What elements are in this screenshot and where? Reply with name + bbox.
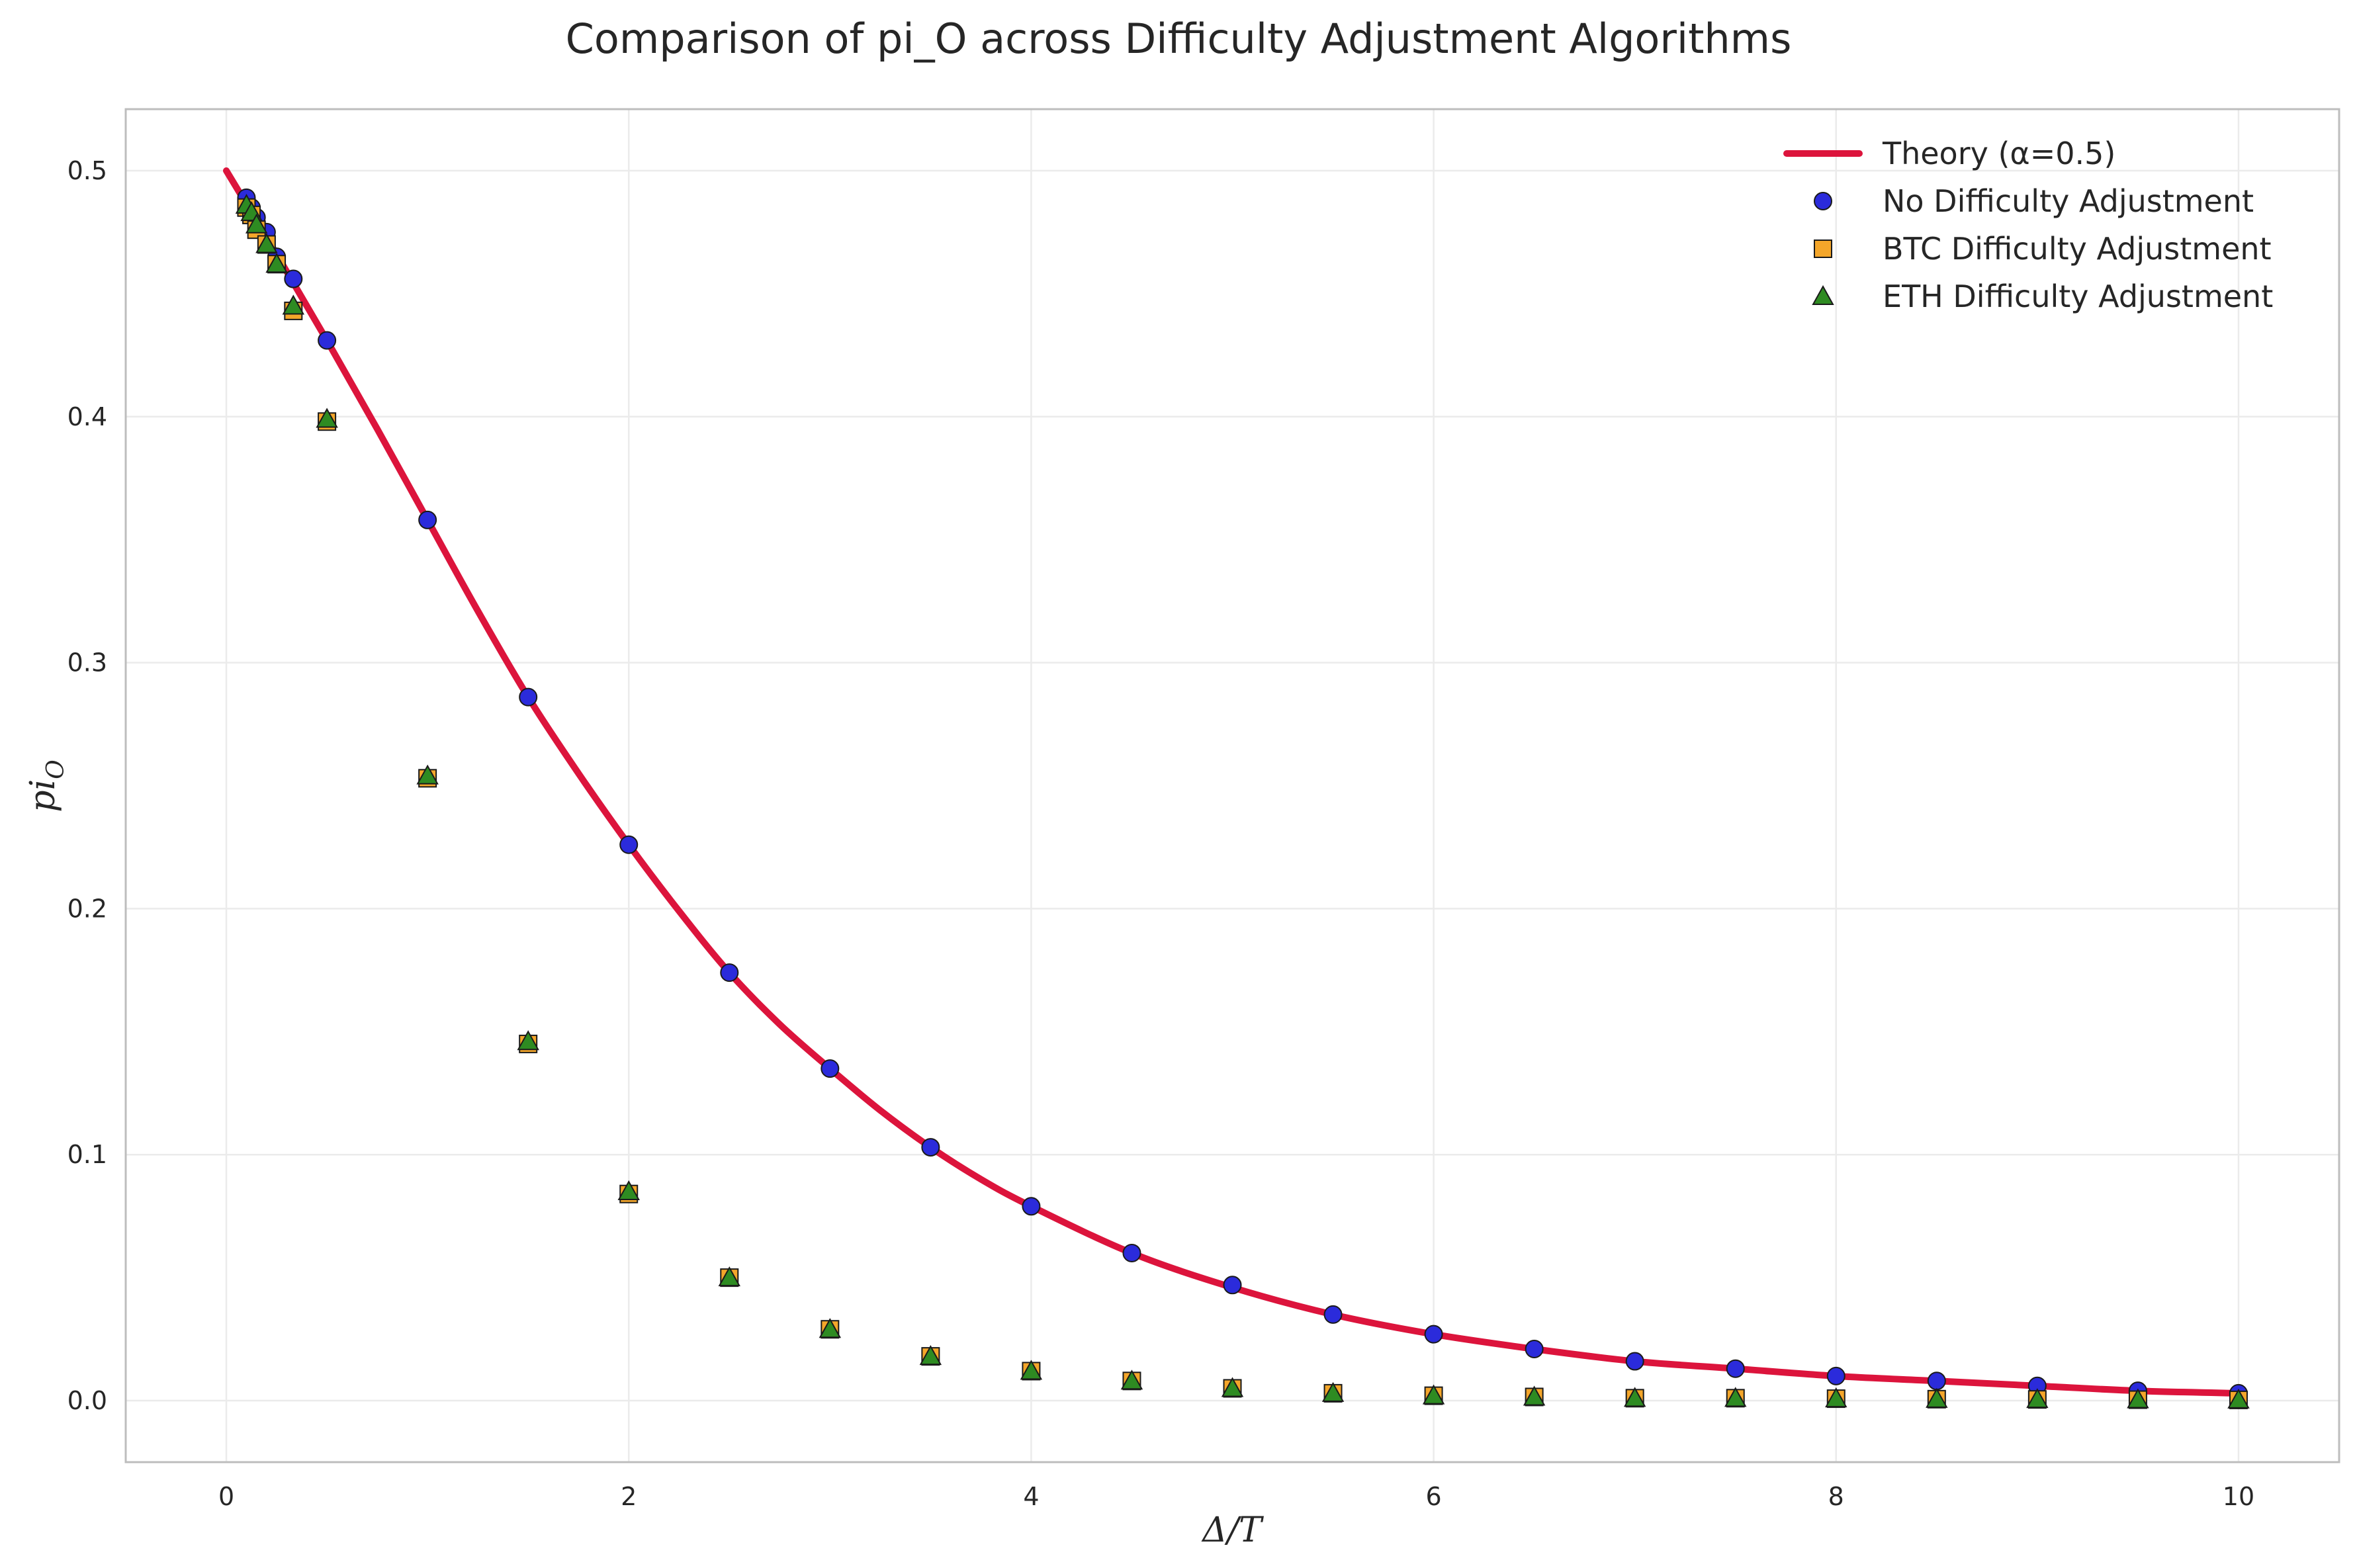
y-tick-label: 0.2 <box>67 894 107 923</box>
legend-label-theory: Theory (α=0.5) <box>1882 136 2115 171</box>
x-tick-label: 2 <box>621 1482 637 1511</box>
data-point-eth <box>255 233 278 253</box>
data-point-eth <box>245 213 268 234</box>
data-point-no-adjustment <box>1826 1366 1846 1385</box>
data-point-no-adjustment <box>1927 1372 1946 1391</box>
data-point-eth <box>2227 1388 2250 1409</box>
legend-marker-btc <box>1814 240 1832 258</box>
legend-label-btc: BTC Difficulty Adjustment <box>1883 231 2272 267</box>
data-point-no-adjustment <box>720 963 739 982</box>
data-point-eth <box>265 253 288 273</box>
data-point-no-adjustment <box>519 687 538 707</box>
data-points <box>235 188 2250 1409</box>
data-point-eth <box>1120 1370 1143 1390</box>
data-point-eth <box>517 1030 539 1051</box>
x-tick-label: 0 <box>218 1482 234 1511</box>
data-point-no-adjustment <box>821 1059 840 1078</box>
legend-swatch-eth <box>1812 284 1834 305</box>
data-point-eth <box>316 408 338 428</box>
data-point-no-adjustment <box>619 835 639 854</box>
data-point-no-adjustment <box>318 331 337 350</box>
data-point-no-adjustment <box>1726 1359 1745 1378</box>
plot-frame <box>124 108 2340 1463</box>
data-point-no-adjustment <box>1525 1339 1544 1358</box>
data-point-eth <box>1523 1385 1546 1406</box>
data-point-no-adjustment <box>1223 1276 1242 1295</box>
legend-swatch-no-adjustment <box>1814 192 1832 210</box>
data-point-no-adjustment <box>418 510 437 529</box>
data-point-eth <box>1020 1360 1043 1380</box>
data-point-no-adjustment <box>921 1138 940 1157</box>
y-tick-label: 0.5 <box>67 156 107 185</box>
y-tick-label: 0.3 <box>67 648 107 677</box>
data-point-eth <box>1221 1377 1244 1397</box>
legend-marker-eth <box>1812 284 1834 305</box>
y-axis-label: piO <box>23 760 69 812</box>
chart-title: Comparison of pi_O across Difficulty Adj… <box>566 15 1792 63</box>
y-tick-label: 0.1 <box>67 1140 107 1169</box>
series-btc <box>237 198 2248 1409</box>
legend-marker-no-adjustment <box>1814 192 1832 210</box>
x-tick-label: 4 <box>1023 1482 1039 1511</box>
axis-ticks: 0 2 4 6 8 10 0.0 0.1 0.2 0.3 0.4 0.5 <box>67 156 2255 1511</box>
legend-swatch-btc <box>1814 240 1832 258</box>
data-point-eth <box>2026 1388 2049 1409</box>
data-point-eth <box>2127 1388 2149 1409</box>
theory-line <box>223 167 2242 1397</box>
data-point-eth <box>1623 1387 1646 1407</box>
data-point-eth <box>1825 1387 1847 1408</box>
data-point-no-adjustment <box>284 269 303 288</box>
data-point-eth <box>1724 1387 1747 1407</box>
x-axis-label: Δ/T <box>1201 1510 1264 1550</box>
data-point-eth <box>1321 1381 1345 1402</box>
data-point-eth <box>718 1266 740 1287</box>
data-point-no-adjustment <box>1424 1325 1443 1344</box>
data-point-eth <box>1926 1387 1948 1408</box>
data-point-no-adjustment <box>1625 1352 1644 1371</box>
series-no-adjustment <box>237 188 2248 1403</box>
data-point-eth <box>819 1318 842 1338</box>
data-point-no-adjustment <box>1022 1197 1041 1216</box>
x-tick-label: 8 <box>1828 1482 1844 1511</box>
legend-label-no-adjustment: No Difficulty Adjustment <box>1883 183 2254 219</box>
y-tick-label: 0.0 <box>67 1386 107 1415</box>
data-point-no-adjustment <box>1122 1243 1141 1262</box>
data-point-eth <box>416 764 439 785</box>
grid <box>126 109 2339 1462</box>
y-axis-label-subscript: O <box>42 760 69 779</box>
series-eth <box>235 193 2250 1409</box>
data-point-eth <box>282 294 305 315</box>
data-point-eth <box>1422 1384 1445 1405</box>
x-tick-label: 10 <box>2223 1482 2254 1511</box>
x-tick-label: 6 <box>1425 1482 1441 1511</box>
data-point-eth <box>617 1180 640 1200</box>
y-axis-label-base: pi <box>23 779 63 812</box>
legend-label-eth: ETH Difficulty Adjustment <box>1883 279 2273 314</box>
data-point-eth <box>919 1345 942 1366</box>
legend: Theory (α=0.5) No Difficulty Adjustment … <box>1783 136 2273 314</box>
data-point-no-adjustment <box>1323 1305 1343 1324</box>
y-tick-label: 0.4 <box>67 402 107 431</box>
